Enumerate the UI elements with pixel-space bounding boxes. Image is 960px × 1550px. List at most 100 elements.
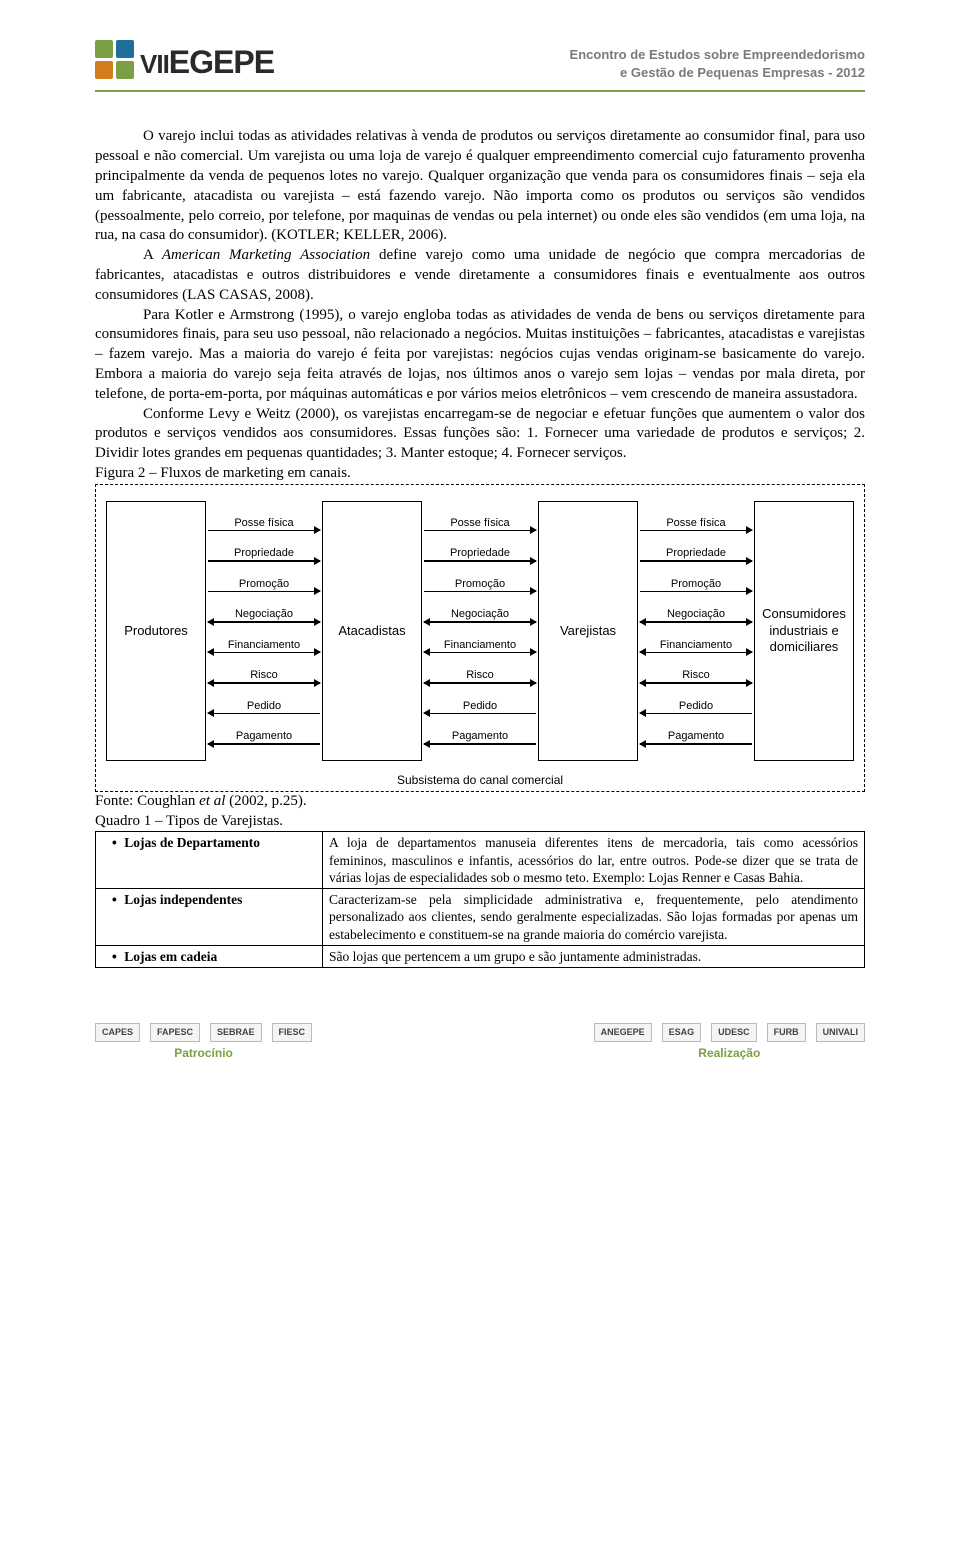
diagram-node: Consumidores industriais e domiciliares [754,501,854,761]
header-subtitle: Encontro de Estudos sobre Empreendedoris… [570,46,865,82]
flow-item: Pedido [424,700,536,714]
arrow-left-icon [208,743,320,744]
flow-item: Negociação [424,608,536,622]
flow-label: Negociação [235,608,293,620]
logo-roman: VII [140,49,169,80]
arrow-right-icon [424,530,536,531]
logo-squares-icon [95,40,134,79]
sponsor-logo: FAPESC [150,1023,200,1042]
page-header: VII EGEPE Encontro de Estudos sobre Empr… [95,40,865,92]
row-label: • Lojas independentes [96,889,323,946]
arrow-right-icon [640,560,752,561]
arrow-left-icon [208,713,320,714]
flow-label: Propriedade [450,547,510,559]
arrow-left-icon [640,713,752,714]
arrow-both-icon [208,621,320,622]
flow-label: Promoção [455,578,505,590]
figure-caption: Figura 2 – Fluxos de marketing em canais… [95,464,865,484]
flow-label: Financiamento [444,639,516,651]
flow-label: Pagamento [668,730,724,742]
flow-item: Negociação [640,608,752,622]
flow-label: Promoção [671,578,721,590]
paragraph-4: Conforme Levy e Weitz (2000), os varejis… [95,405,865,464]
arrow-right-icon [424,560,536,561]
flow-label: Pedido [679,700,713,712]
diagram-node: Atacadistas [322,501,422,761]
arrow-both-icon [640,621,752,622]
row-label: • Lojas de Departamento [96,832,323,889]
row-desc: São lojas que pertencem a um grupo e são… [323,945,865,967]
flow-label: Pedido [247,700,281,712]
arrow-both-icon [640,682,752,683]
diagram-node: Produtores [106,501,206,761]
flow-label: Pedido [463,700,497,712]
flow-item: Propriedade [208,547,320,561]
flow-item: Propriedade [424,547,536,561]
flow-item: Negociação [208,608,320,622]
sponsor-logo: UDESC [711,1023,757,1042]
arrow-left-icon [640,743,752,744]
footer-left-label: Patrocínio [174,1046,233,1060]
arrow-right-icon [640,530,752,531]
paragraph-3: Para Kotler e Armstrong (1995), o varejo… [95,306,865,405]
paragraph-2: A American Marketing Association define … [95,246,865,305]
quadro-caption: Quadro 1 – Tipos de Varejistas. [95,812,865,832]
figure-diagram: ProdutoresPosse físicaPropriedadePromoçã… [95,484,865,792]
body-text: O varejo inclui todas as atividades rela… [95,127,865,968]
sponsor-logo: ANEGEPE [594,1023,652,1042]
flow-label: Financiamento [228,639,300,651]
row-desc: Caracterizam-se pela simplicidade admini… [323,889,865,946]
flow-item: Pagamento [424,730,536,744]
footer-left: CAPESFAPESCSEBRAEFIESC Patrocínio [95,1023,312,1060]
row-label: • Lojas em cadeia [96,945,323,967]
arrow-right-icon [208,591,320,592]
sponsor-logo: FIESC [272,1023,313,1042]
flow-label: Propriedade [234,547,294,559]
arrow-both-icon [424,621,536,622]
flow-label: Financiamento [660,639,732,651]
flow-item: Promoção [640,578,752,592]
paragraph-1: O varejo inclui todas as atividades rela… [95,127,865,246]
sponsor-logo: CAPES [95,1023,140,1042]
flow-item: Promoção [424,578,536,592]
sponsor-logo: UNIVALI [816,1023,865,1042]
flow-item: Pedido [208,700,320,714]
table-row: • Lojas em cadeiaSão lojas que pertencem… [96,945,865,967]
flow-label: Posse física [666,517,725,529]
flow-label: Posse física [450,517,509,529]
arrow-right-icon [640,591,752,592]
flow-item: Posse física [208,517,320,531]
flow-label: Risco [466,669,494,681]
figure-source: Fonte: Coughlan et al (2002, p.25). [95,792,865,812]
arrow-left-icon [424,743,536,744]
diagram-node: Varejistas [538,501,638,761]
arrow-both-icon [424,682,536,683]
arrow-right-icon [424,591,536,592]
quadro-table: • Lojas de DepartamentoA loja de departa… [95,831,865,968]
table-row: • Lojas independentesCaracterizam-se pel… [96,889,865,946]
arrow-right-icon [208,530,320,531]
table-row: • Lojas de DepartamentoA loja de departa… [96,832,865,889]
header-line1: Encontro de Estudos sobre Empreendedoris… [570,46,865,64]
arrow-left-icon [424,713,536,714]
flow-label: Propriedade [666,547,726,559]
flow-column: Posse física Propriedade Promoção Negociaçã… [206,501,322,761]
flow-item: Pedido [640,700,752,714]
flow-label: Negociação [451,608,509,620]
flow-item: Financiamento [208,639,320,653]
flow-item: Promoção [208,578,320,592]
flow-item: Propriedade [640,547,752,561]
arrow-both-icon [640,652,752,653]
flow-label: Risco [682,669,710,681]
header-line2: e Gestão de Pequenas Empresas - 2012 [570,64,865,82]
arrow-both-icon [424,652,536,653]
sponsor-logo: FURB [767,1023,806,1042]
flow-column: Posse física Propriedade Promoção Negociaçã… [422,501,538,761]
flow-item: Posse física [640,517,752,531]
flow-item: Risco [208,669,320,683]
arrow-both-icon [208,682,320,683]
figure-sub-caption: Subsistema do canal comercial [106,773,854,787]
flow-column: Posse física Propriedade Promoção Negociaçã… [638,501,754,761]
egepe-logo: VII EGEPE [95,40,274,81]
flow-label: Promoção [239,578,289,590]
